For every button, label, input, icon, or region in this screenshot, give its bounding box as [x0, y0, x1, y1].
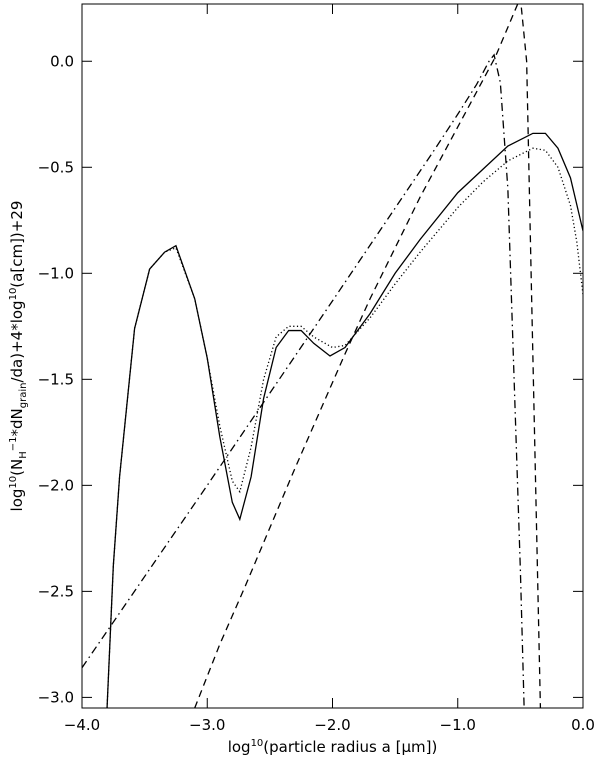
x-tick-label: −2.0 — [314, 716, 350, 734]
label-part: (particle radius a [μm]) — [263, 738, 437, 756]
y-axis-label: log10(NH−1*dNgrain/da)+4*log10(a[cm])+29 — [8, 201, 29, 512]
y-tick-label: −1.5 — [38, 370, 74, 388]
label-part: 10 — [8, 288, 19, 301]
series-line — [194, 4, 542, 708]
label-part: log — [228, 738, 251, 756]
x-tick-label: −4.0 — [64, 716, 100, 734]
y-tick-label: −0.5 — [38, 158, 74, 176]
label-part: 10 — [251, 738, 264, 749]
x-tick-label: 0.0 — [571, 716, 595, 734]
y-tick-label: −1.0 — [38, 264, 74, 282]
label-part: *dN — [8, 408, 26, 436]
y-tick-label: −2.0 — [38, 476, 74, 494]
label-part: (a[cm])+29 — [8, 201, 26, 288]
x-tick-label: −1.0 — [440, 716, 476, 734]
y-tick-label: −2.5 — [38, 582, 74, 600]
label-part: /da)+4*log — [8, 300, 26, 382]
plot-frame — [81, 3, 584, 709]
x-tick-label: −3.0 — [189, 716, 225, 734]
label-part: H — [18, 451, 29, 459]
y-tick-label: 0.0 — [50, 52, 74, 70]
series-line — [82, 53, 525, 708]
series-line — [106, 147, 583, 708]
plot-area — [82, 4, 583, 708]
label-part: grain — [18, 383, 29, 409]
label-part: 10 — [8, 476, 19, 489]
label-part: log — [8, 489, 26, 512]
label-part: (N — [8, 459, 26, 476]
label-part: −1 — [8, 436, 19, 451]
x-axis-label: log10(particle radius a [μm]) — [228, 738, 438, 756]
series-line — [106, 132, 583, 708]
y-tick-label: −3.0 — [38, 688, 74, 706]
